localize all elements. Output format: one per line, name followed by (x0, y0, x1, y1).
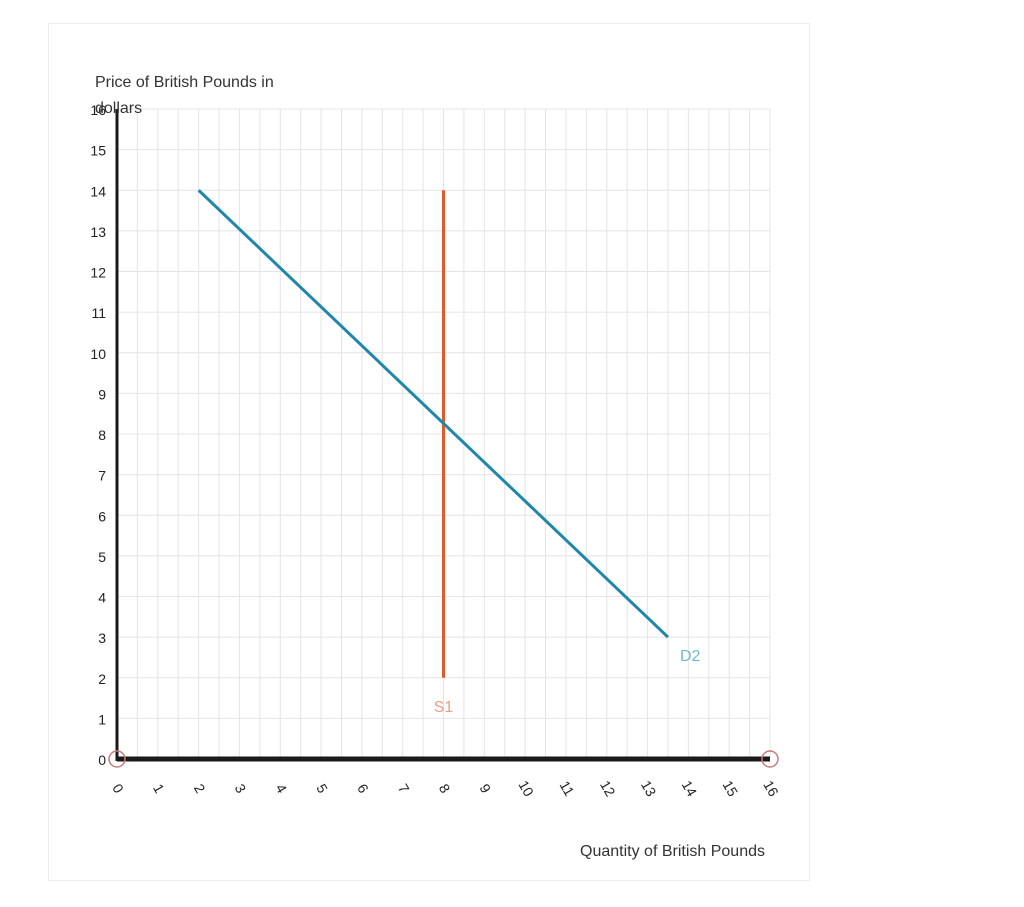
series-lines (197, 189, 670, 678)
y-tick-label: 13 (90, 224, 106, 240)
y-tick-label: 9 (98, 386, 106, 402)
x-tick-label: 7 (395, 781, 413, 796)
y-tick-label: 1 (98, 711, 106, 727)
y-tick-label: 5 (98, 549, 106, 565)
series-line-d2 (197, 189, 670, 639)
y-tick-label: 4 (98, 590, 106, 606)
x-tick-label: 3 (232, 781, 250, 796)
y-tick-label: 2 (98, 671, 106, 687)
x-tick-label: 8 (436, 781, 454, 796)
x-tick-label: 5 (313, 781, 331, 796)
x-tick-label: 4 (272, 781, 290, 796)
y-tick-label: 0 (98, 752, 106, 768)
x-axis-label: Quantity of British Pounds (580, 843, 765, 860)
x-tick-label: 16 (760, 778, 782, 800)
x-tick-label: 6 (354, 781, 372, 796)
axes (108, 109, 779, 768)
x-tick-label: 0 (109, 781, 127, 796)
y-tick-label: 16 (90, 102, 106, 118)
x-tick-label: 2 (191, 781, 209, 796)
y-tick-label: 11 (91, 305, 106, 321)
series-label-d2: D2 (680, 648, 701, 665)
x-tick-label: 15 (719, 778, 741, 800)
axis-handle-icon (761, 750, 779, 768)
x-tick-label: 13 (638, 778, 660, 800)
x-tick-label: 14 (679, 778, 701, 800)
y-tick-label: 7 (98, 468, 106, 484)
axis-handle-icon (108, 750, 126, 768)
series-labels: S1 D2 (434, 648, 701, 716)
chart-card (48, 23, 810, 881)
y-tick-label: 12 (90, 265, 106, 281)
x-tick-label: 1 (150, 781, 168, 796)
x-tick-label: 12 (597, 778, 619, 800)
x-tick-label: 9 (477, 781, 495, 796)
y-tick-label: 14 (90, 183, 106, 199)
y-tick-label: 6 (98, 508, 106, 524)
series-label-s1: S1 (434, 699, 454, 716)
y-tick-label: 10 (90, 346, 106, 362)
x-tick-label: 11 (556, 778, 577, 799)
y-tick-label: 3 (98, 630, 106, 646)
y-axis-label: Price of British Pounds in dollars (95, 74, 274, 117)
y-tick-label: 8 (98, 427, 106, 443)
y-tick-label: 15 (90, 143, 106, 159)
x-tick-label: 10 (515, 778, 537, 800)
